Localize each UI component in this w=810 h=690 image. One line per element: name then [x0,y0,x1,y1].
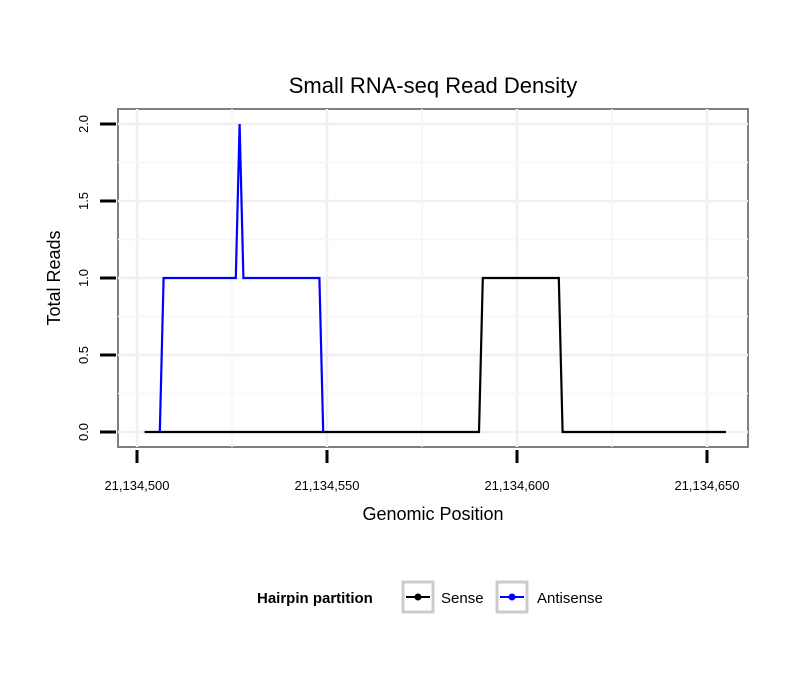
y-axis: 0.0 0.5 1.0 1.5 2.0 [76,115,116,441]
y-axis-label: Total Reads [44,230,64,325]
x-tick-label: 21,134,650 [674,478,739,493]
chart-title: Small RNA-seq Read Density [289,73,578,98]
legend-label-antisense: Antisense [537,590,603,607]
x-tick-label: 21,134,500 [104,478,169,493]
series-layer [144,123,726,434]
y-tick-label: 1.5 [76,192,91,210]
legend-label-sense: Sense [441,590,484,607]
legend: Hairpin partition Sense Antisense [257,580,603,614]
y-tick-label: 0.0 [76,423,91,441]
x-axis: 21,134,500 21,134,550 21,134,600 21,134,650 [104,450,740,493]
x-tick-label: 21,134,600 [484,478,549,493]
y-tick-label: 2.0 [76,115,91,133]
legend-title: Hairpin partition [257,590,373,607]
legend-key-antisense-dot [508,593,516,601]
series-line-sense [144,276,726,434]
legend-key-sense-dot [414,593,422,601]
legend-item-antisense[interactable]: Antisense [495,580,603,614]
x-axis-label: Genomic Position [362,504,503,524]
series-line-antisense [158,123,325,433]
y-tick-label: 0.5 [76,346,91,364]
legend-item-sense[interactable]: Sense [401,580,484,614]
x-tick-label: 21,134,550 [294,478,359,493]
y-tick-label: 1.0 [76,269,91,287]
